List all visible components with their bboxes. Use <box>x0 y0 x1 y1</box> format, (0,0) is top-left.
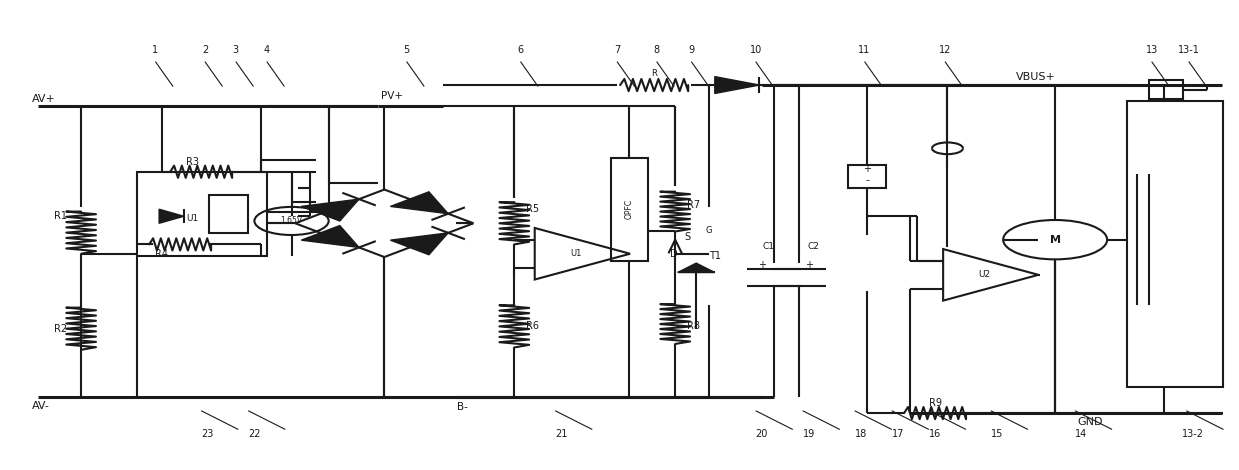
Text: 13-1: 13-1 <box>1178 45 1199 55</box>
Text: 21: 21 <box>555 429 567 439</box>
Text: 16: 16 <box>929 429 942 439</box>
Text: VBUS+: VBUS+ <box>1016 71 1056 82</box>
Text: R8: R8 <box>688 321 700 331</box>
Text: U1: U1 <box>186 214 198 223</box>
Text: 13: 13 <box>1146 45 1157 55</box>
Text: R5: R5 <box>527 204 539 214</box>
Text: 4: 4 <box>264 45 270 55</box>
Text: 15: 15 <box>991 429 1004 439</box>
Text: 23: 23 <box>201 429 213 439</box>
Text: 5: 5 <box>404 45 410 55</box>
Text: R4: R4 <box>155 249 169 259</box>
Text: D: D <box>670 249 678 259</box>
Text: 10: 10 <box>750 45 762 55</box>
Text: 22: 22 <box>248 429 260 439</box>
Text: 8: 8 <box>653 45 659 55</box>
Text: 17: 17 <box>892 429 904 439</box>
Text: M: M <box>1049 235 1061 245</box>
Text: R7: R7 <box>688 200 700 210</box>
Text: R: R <box>652 69 657 78</box>
Text: R2: R2 <box>53 324 67 334</box>
Text: AV+: AV+ <box>32 94 56 104</box>
Text: 2: 2 <box>202 45 208 55</box>
Text: G: G <box>705 226 712 235</box>
Polygon shape <box>678 263 715 273</box>
Text: 14: 14 <box>1075 429 1088 439</box>
Text: R6: R6 <box>527 321 539 331</box>
Text: 13-2: 13-2 <box>1182 429 1203 439</box>
Text: GND: GND <box>1078 417 1103 427</box>
Text: 1.65V: 1.65V <box>280 217 302 226</box>
Text: 9: 9 <box>688 45 694 55</box>
Text: 1: 1 <box>152 45 159 55</box>
Text: 18: 18 <box>855 429 867 439</box>
Text: C1: C1 <box>762 242 774 251</box>
Polygon shape <box>301 226 359 247</box>
Polygon shape <box>390 192 449 214</box>
Text: 11: 11 <box>859 45 871 55</box>
Text: 20: 20 <box>756 429 768 439</box>
Text: R9: R9 <box>928 398 942 408</box>
Text: +: + <box>805 260 813 270</box>
Text: PV+: PV+ <box>380 91 403 101</box>
Text: R3: R3 <box>186 157 199 167</box>
Text: R1: R1 <box>53 211 67 221</box>
Text: 3: 3 <box>233 45 239 55</box>
Text: -: - <box>865 175 869 185</box>
Text: S: S <box>684 232 690 243</box>
Text: C2: C2 <box>808 242 820 251</box>
Polygon shape <box>390 233 449 255</box>
Polygon shape <box>715 77 760 94</box>
Polygon shape <box>301 199 359 221</box>
Text: 19: 19 <box>803 429 815 439</box>
Text: 12: 12 <box>939 45 952 55</box>
Text: B-: B- <box>457 402 468 412</box>
Text: 7: 7 <box>613 45 621 55</box>
Text: AV-: AV- <box>32 401 50 411</box>
Text: OPFC: OPFC <box>624 199 634 219</box>
Text: +: + <box>758 260 766 270</box>
Polygon shape <box>159 209 183 223</box>
Text: +: + <box>864 164 871 174</box>
Text: T1: T1 <box>709 251 721 261</box>
Text: 6: 6 <box>518 45 524 55</box>
Text: U1: U1 <box>570 249 582 258</box>
Text: U2: U2 <box>979 270 991 279</box>
